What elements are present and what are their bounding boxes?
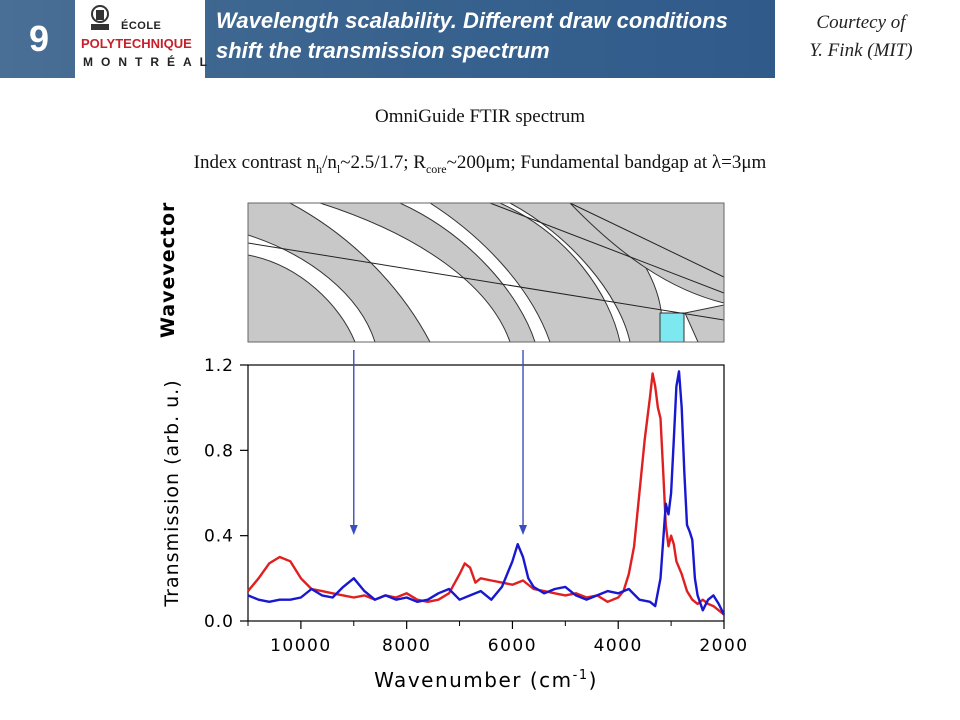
light-line	[248, 242, 724, 321]
y-tick-label: 0.0	[204, 612, 234, 632]
crest-icon	[91, 5, 109, 30]
y-tick-label: 0.8	[204, 441, 234, 461]
pointer-arrowhead-2	[519, 525, 528, 535]
school-logo: ÉCOLE POLYTECHNIQUE MONTRÉAL	[75, 0, 207, 78]
dispersion-line	[489, 203, 724, 294]
band-region-2	[248, 203, 431, 342]
logo-line-3: MONTRÉAL	[83, 55, 215, 69]
logo-line-1: ÉCOLE	[121, 20, 162, 32]
y-tick-label: 0.4	[204, 527, 234, 547]
y-tick-label: 1.2	[204, 356, 234, 376]
series-line-1	[247, 372, 725, 616]
bandgap-highlight	[659, 312, 685, 342]
fiber-parameters-caption: Index contrast nh/nl~2.5/1.7; Rcore~200μ…	[193, 152, 767, 176]
x-tick-label: 8000	[382, 636, 431, 656]
slide-title: Wavelength scalability. Different draw c…	[216, 8, 728, 63]
x-tick-label: 2000	[699, 636, 748, 656]
dispersion-line-2	[569, 203, 724, 278]
x-tick-label: 4000	[594, 636, 643, 656]
transmission-chart: 0.0 0.4 0.8 1.2 10000 8000 6000 4000 2000 Transmi…	[161, 350, 748, 692]
logo-line-2: POLYTECHNIQUE	[81, 36, 192, 51]
x-axis-label: Wavenumber (cm-1)	[374, 668, 598, 692]
slide-number: 9	[28, 18, 50, 59]
band-diagram-ylabel: Wavevector	[157, 202, 179, 338]
x-tick-label: 10000	[270, 636, 332, 656]
spectrum-caption: OmniGuide FTIR spectrum	[374, 106, 586, 127]
series-line-2	[247, 370, 726, 616]
pointer-arrowhead-1	[349, 525, 358, 535]
band-region-3	[319, 203, 536, 342]
courtesy-line-1: Courtecy of	[816, 12, 906, 33]
band-diagram: Wavevector	[157, 202, 725, 343]
plot-frame	[247, 364, 725, 622]
band-region-7	[684, 304, 724, 342]
x-tick-label: 6000	[488, 636, 537, 656]
courtesy-line-2: Y. Fink (MIT)	[809, 40, 913, 61]
y-axis-label: Transmission (arb. u.)	[161, 379, 183, 607]
